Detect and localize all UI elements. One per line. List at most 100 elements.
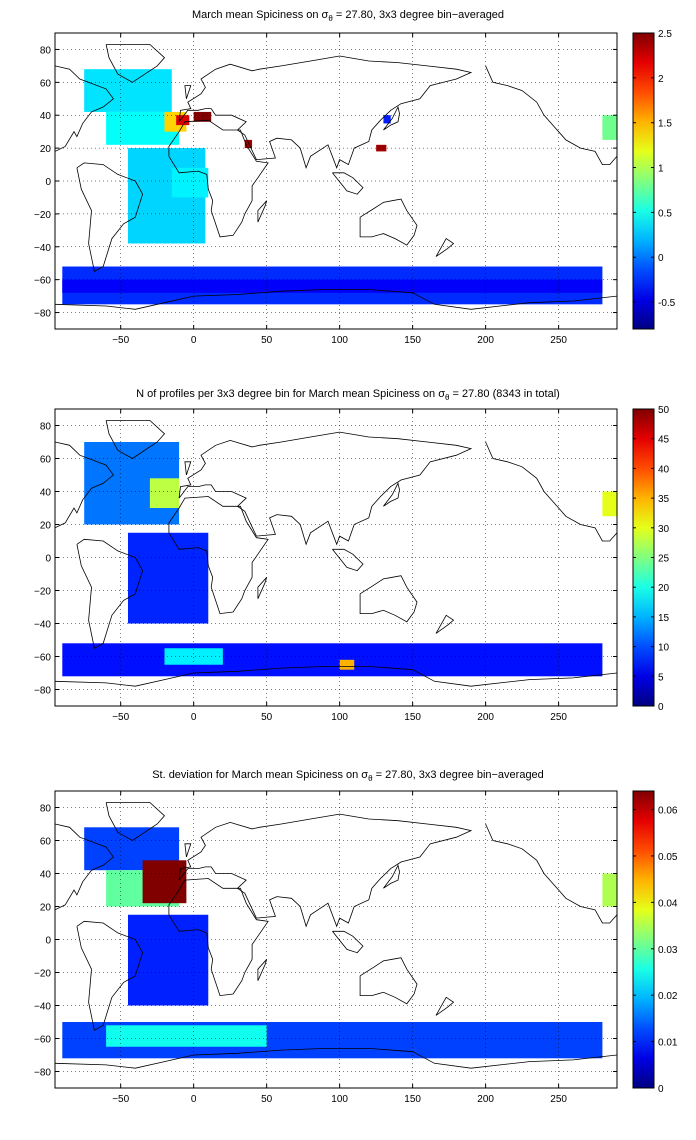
x-tick-label: 150 [404,712,421,723]
x-tick-label: 200 [477,335,494,346]
y-tick-label: 0 [45,936,51,947]
coastline [332,172,364,195]
colorbar-tick-label: 30 [658,524,670,535]
coastline [76,162,144,273]
y-tick-label: 60 [40,837,52,848]
colorbar-tick-label: 0.01 [658,1038,678,1049]
data-cell [106,1025,267,1047]
coastline [184,461,192,476]
coastline [435,996,455,1016]
chart-title: St. deviation for March mean Spiciness o… [152,769,544,783]
colorbar-tick-label: 45 [658,435,670,446]
y-tick-label: 40 [40,111,52,122]
x-tick-label: 100 [331,335,348,346]
colorbar-tick-label: -0.5 [658,298,676,309]
colorbar-tick-label: 15 [658,613,670,624]
coastline [76,920,144,1031]
y-tick-label: 80 [40,45,52,56]
chart-title-suffix: = 27.80, 3x3 degree bin−averaged [373,769,544,781]
data-cell [164,648,223,665]
colorbar-tick-label: 0.04 [658,898,678,909]
x-tick-label: 250 [550,712,567,723]
coastline [332,930,364,954]
coastline [105,420,166,459]
data-cell [602,873,617,907]
y-tick-label: −40 [34,243,51,254]
y-tick-label: −40 [34,1002,51,1013]
colorbar-tick-label: 0.06 [658,806,678,817]
x-tick-label: 200 [477,712,494,723]
colorbar-tick-label: 5 [658,672,664,683]
coastlines [55,44,617,310]
chart-panel-stdev: St. deviation for March mean Spiciness o… [0,760,696,1140]
x-tick-label: 100 [331,1094,348,1105]
y-tick-label: −20 [34,210,51,221]
colorbar [632,32,655,330]
chart-title-prefix: N of profiles per 3x3 degree bin for Mar… [136,388,445,400]
coastline [485,65,617,165]
chart-svg-mean: March mean Spiciness on σθ = 27.80, 3x3 … [34,9,676,346]
coastline [359,198,418,246]
coastline [383,482,400,507]
data-cell [383,115,391,124]
chart-title-subscript: θ [445,393,450,402]
data-cell [376,144,387,152]
y-tick-label: 20 [40,903,52,914]
coastline [435,238,455,257]
coastline [332,548,364,572]
data-cell [142,860,187,904]
coastlines [55,802,617,1069]
colorbar-tick-label: 0.03 [658,945,678,956]
data-cell [339,659,355,670]
coastline [168,119,269,238]
x-tick-label: 200 [477,1094,494,1105]
data-cell [62,643,603,677]
coastline [55,65,114,152]
coastline [168,878,269,997]
colorbar [632,790,655,1089]
data-cells [62,69,617,305]
x-tick-label: −50 [112,712,129,723]
coastline [178,431,473,546]
coastline [383,105,400,131]
chart-title-suffix: = 27.80, 3x3 degree bin−averaged [333,9,504,21]
coastline [184,85,192,99]
y-tick-label: −80 [34,1068,51,1079]
data-cell [149,478,180,508]
chart-svg-stdev: St. deviation for March mean Spiciness o… [34,769,678,1105]
chart-title-suffix: = 27.80 (8343 in total) [449,388,559,400]
x-tick-label: 150 [404,335,421,346]
x-tick-label: 0 [191,335,197,346]
data-cell [62,279,603,293]
y-tick-label: 60 [40,455,52,466]
x-tick-label: 250 [550,335,567,346]
data-cell [602,491,617,517]
coastline [178,813,473,928]
coastline [55,289,617,310]
x-tick-label: 250 [550,1094,567,1105]
colorbar [632,408,655,707]
data-cells [62,442,617,677]
colorbar-tick-label: 2.5 [658,29,672,40]
chart-title: N of profiles per 3x3 degree bin for Mar… [136,388,560,402]
coastline [76,538,144,649]
y-tick-label: −40 [34,620,51,631]
coastline [435,614,455,634]
colorbar-tick-label: 20 [658,583,670,594]
coastline [485,441,617,542]
coastline [184,843,192,858]
x-tick-label: −50 [112,1094,129,1105]
y-tick-label: −20 [34,587,51,598]
coastline [55,666,617,687]
colorbar-tick-label: 1.5 [658,119,672,130]
coastline [359,957,418,1005]
y-tick-label: −60 [34,276,51,287]
coastline [105,44,166,83]
data-cells [62,827,617,1059]
y-tick-label: −20 [34,969,51,980]
colorbar-tick-label: 50 [658,405,670,416]
y-tick-label: −80 [34,686,51,697]
colorbar-tick-label: 0 [658,253,664,264]
colorbar-tick-label: 0.5 [658,208,672,219]
chart-title-prefix: St. deviation for March mean Spiciness o… [152,769,368,781]
